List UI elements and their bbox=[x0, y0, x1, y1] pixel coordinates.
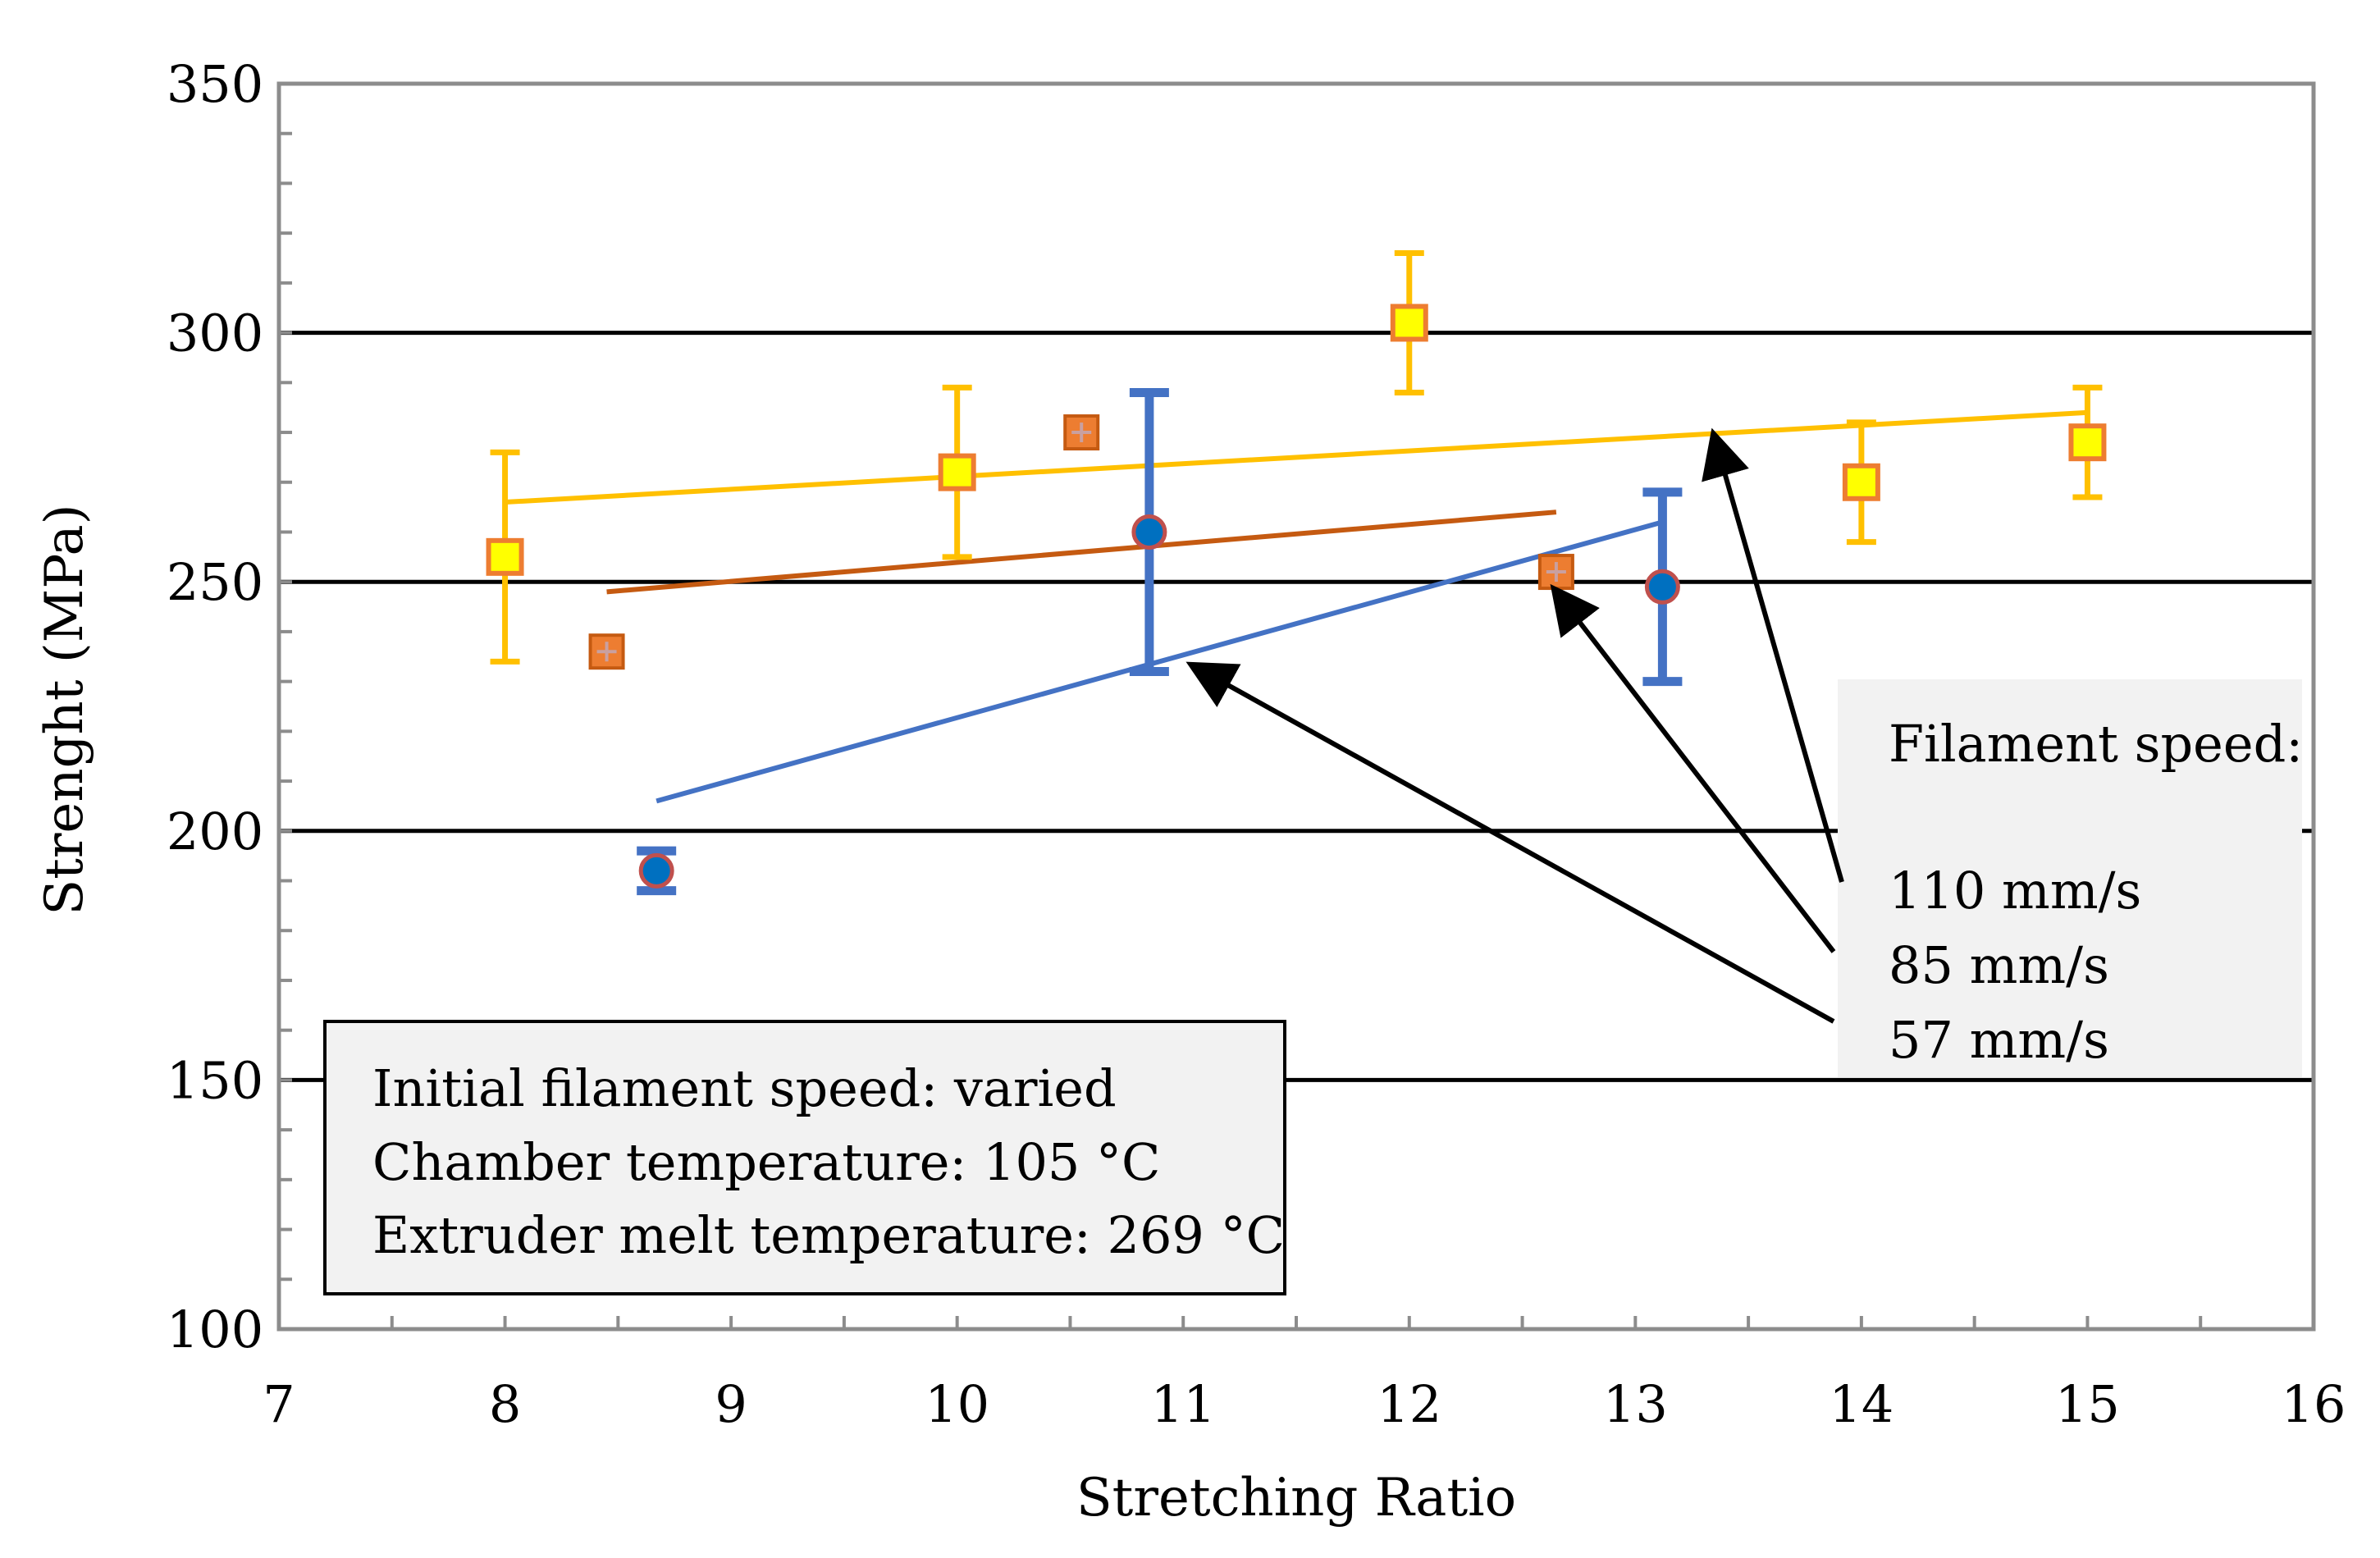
x-tick-label-12: 12 bbox=[1377, 1374, 1441, 1434]
x-tick-label-14: 14 bbox=[1829, 1374, 1893, 1434]
legend-entry-57: 57 mm/s bbox=[1889, 1010, 2109, 1070]
conditions-box-background bbox=[323, 1020, 1286, 1295]
legend-heading: Filament speed: bbox=[1889, 714, 2303, 774]
point-2-0 bbox=[638, 852, 674, 889]
axes bbox=[276, 81, 2316, 1332]
trendline-0 bbox=[505, 409, 2088, 505]
y-tick-label-350: 350 bbox=[167, 54, 263, 114]
x-tick-label-16: 16 bbox=[2282, 1374, 2346, 1434]
x-tick-label-11: 11 bbox=[1151, 1374, 1216, 1434]
point-0-3 bbox=[1842, 463, 1880, 501]
condition-line-2: Chamber temperature: 105 °C bbox=[372, 1132, 1161, 1192]
x-tick-label-15: 15 bbox=[2055, 1374, 2120, 1434]
x-tick-label-13: 13 bbox=[1603, 1374, 1668, 1434]
legend-entry-110: 110 mm/s bbox=[1889, 861, 2141, 921]
y-axis-title: Strenght (MPa) bbox=[34, 504, 95, 915]
conditions-box: Initial filament speed: varied Chamber t… bbox=[323, 1020, 1286, 1295]
point-1-1 bbox=[1063, 414, 1100, 451]
x-axis-title: Stretching Ratio bbox=[1076, 1468, 1516, 1528]
arrow-2 bbox=[1185, 661, 1835, 1024]
point-0-0 bbox=[486, 537, 524, 576]
trendline-2 bbox=[656, 519, 1664, 804]
tick-labels: 7 8 9 10 11 12 13 14 15 16 100 150 200 250 300 350 bbox=[167, 54, 2346, 1434]
condition-line-3: Extruder melt temperature: 269 °C bbox=[372, 1205, 1285, 1265]
point-2-2 bbox=[1644, 569, 1680, 605]
x-tick-label-8: 8 bbox=[489, 1374, 521, 1434]
arrow-1 bbox=[1550, 583, 1836, 953]
legend-entry-85: 85 mm/s bbox=[1889, 935, 2109, 995]
annotation-arrows bbox=[1185, 427, 1844, 1024]
point-0-1 bbox=[938, 453, 976, 491]
x-tick-label-9: 9 bbox=[715, 1374, 747, 1434]
trendlines bbox=[505, 409, 2088, 804]
trendline-1 bbox=[606, 509, 1557, 595]
legend-box-background bbox=[1838, 679, 2302, 1077]
condition-line-1: Initial filament speed: varied bbox=[372, 1058, 1117, 1118]
x-tick-label-10: 10 bbox=[925, 1374, 989, 1434]
y-tick-label-250: 250 bbox=[167, 552, 263, 612]
y-tick-label-200: 200 bbox=[167, 802, 263, 861]
x-tick-label-7: 7 bbox=[263, 1374, 295, 1434]
point-2-1 bbox=[1131, 514, 1167, 550]
y-tick-label-150: 150 bbox=[167, 1050, 263, 1110]
point-0-2 bbox=[1390, 304, 1428, 342]
arrow-0 bbox=[1702, 427, 1844, 883]
data-points bbox=[486, 304, 2107, 889]
y-tick-label-100: 100 bbox=[167, 1300, 263, 1359]
legend-box: Filament speed: 110 mm/s 85 mm/s 57 mm/s bbox=[1838, 679, 2303, 1077]
y-tick-label-300: 300 bbox=[167, 304, 263, 363]
point-0-4 bbox=[2068, 423, 2107, 462]
